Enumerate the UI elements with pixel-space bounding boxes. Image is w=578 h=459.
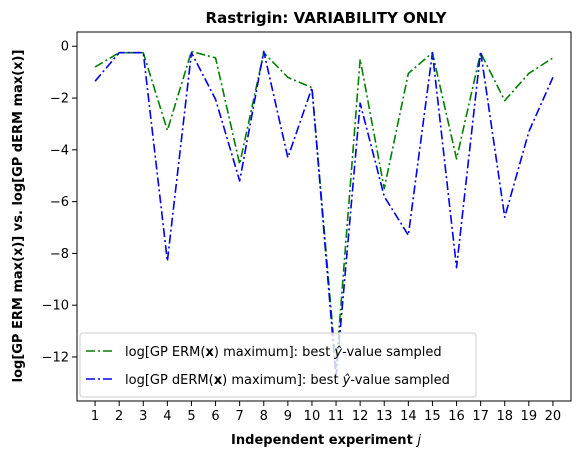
x-tick-label: 5 bbox=[187, 409, 195, 424]
x-tick-label: 17 bbox=[472, 409, 489, 424]
x-tick-label: 8 bbox=[260, 409, 268, 424]
y-tick-label: 0 bbox=[61, 40, 69, 55]
y-axis: 0 −2 −4 −6 −8 −10 −12 bbox=[42, 40, 77, 365]
y-axis-label: log[GP ERM max(x)] vs. log[GP dERM max(x… bbox=[11, 50, 26, 383]
x-tick-label: 4 bbox=[163, 409, 171, 424]
x-tick-label: 16 bbox=[448, 409, 465, 424]
y-tick-label: −6 bbox=[50, 195, 69, 210]
x-tick-label: 6 bbox=[211, 409, 219, 424]
x-tick-label: 2 bbox=[115, 409, 123, 424]
x-tick-label: 10 bbox=[304, 409, 321, 424]
plot-frame bbox=[76, 31, 572, 402]
y-tick-label: −10 bbox=[42, 299, 69, 314]
x-axis: 1 2 3 4 5 6 7 8 9 10 11 12 13 14 15 16 17 18 19 20 bbox=[91, 401, 561, 424]
x-axis-label: Independent experiment j bbox=[231, 433, 421, 448]
x-tick-label: 7 bbox=[236, 409, 244, 424]
legend-label-series-1: log[GP ERM(x) maximum]: best ŷ-value sam… bbox=[125, 345, 442, 360]
x-tick-label: 18 bbox=[496, 409, 513, 424]
y-tick-label: −12 bbox=[42, 350, 69, 365]
x-tick-label: 13 bbox=[376, 409, 393, 424]
legend-label-series-2: log[GP dERM(x) maximum]: best ŷ-value sa… bbox=[125, 373, 450, 388]
x-tick-label: 1 bbox=[91, 409, 99, 424]
y-tick-label: −8 bbox=[50, 247, 69, 262]
x-tick-label: 12 bbox=[352, 409, 369, 424]
series-line-1 bbox=[94, 50, 554, 369]
x-tick-label: 15 bbox=[424, 409, 441, 424]
series-line-2 bbox=[94, 50, 554, 379]
x-tick-label: 9 bbox=[284, 409, 292, 424]
y-tick-label: −2 bbox=[50, 92, 69, 107]
x-tick-label: 19 bbox=[521, 409, 538, 424]
plot-lines bbox=[94, 50, 554, 379]
x-tick-label: 14 bbox=[400, 409, 417, 424]
y-tick-label: −4 bbox=[50, 143, 69, 158]
chart-title: Rastrigin: VARIABILITY ONLY bbox=[206, 9, 448, 27]
x-tick-label: 11 bbox=[328, 409, 345, 424]
legend: log[GP ERM(x) maximum]: best ŷ-value sam… bbox=[79, 332, 477, 398]
x-tick-label: 20 bbox=[545, 409, 562, 424]
legend-box bbox=[79, 332, 477, 398]
x-tick-label: 3 bbox=[139, 409, 147, 424]
